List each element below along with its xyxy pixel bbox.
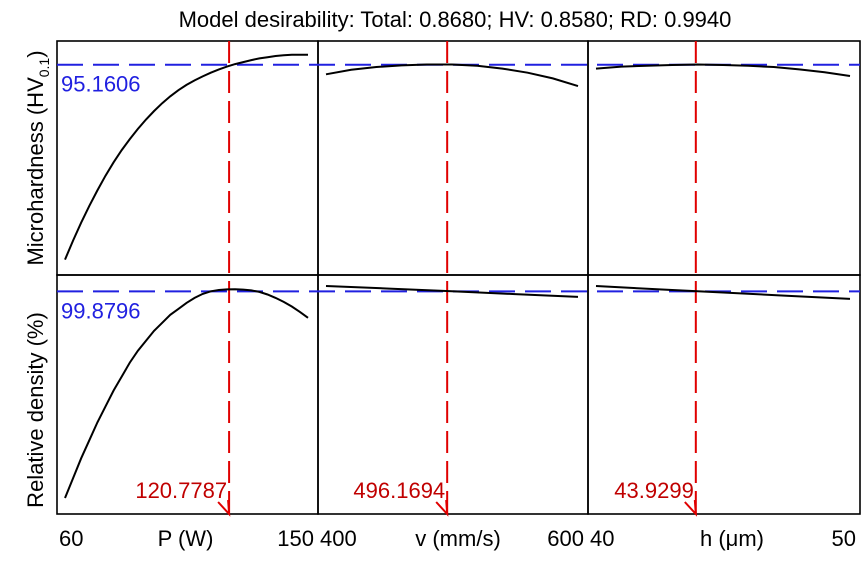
chart-title: Model desirability: Total: 0.8680; HV: 0…	[179, 7, 732, 32]
y-label-microhardness-main: Microhardness (HV	[23, 77, 48, 266]
optimum-response-lines	[57, 63, 860, 293]
x-tick-label-min-3: 40	[590, 526, 614, 551]
y-label-relative-density: Relative density (%)	[23, 312, 48, 508]
x-tick-label-max-3: 50	[832, 526, 856, 551]
x-tick-label-max-1: 150	[277, 526, 314, 551]
value-labels: 95.1606 99.8796 120.7787 496.1694 43.9299	[61, 72, 694, 503]
optimum-response-label-1: 95.1606	[61, 72, 141, 97]
y-label-microhardness: Microhardness (HV0.1)	[23, 50, 52, 265]
response-curve-2-1	[64, 288, 309, 499]
panel-grid	[56, 40, 861, 515]
panel-frame-2-3	[587, 274, 861, 515]
x-tick-label-min-1: 60	[59, 526, 83, 551]
panel-frame-1-3	[587, 40, 861, 276]
response-curve-1-1	[64, 53, 308, 260]
optimum-factor-arrow-2	[435, 499, 449, 517]
optimum-factor-label-2: 496.1694	[353, 478, 445, 503]
response-curve-1-3	[595, 63, 851, 77]
response-curve-2-3	[595, 285, 851, 300]
x-axis-factor-name-1: P (W)	[158, 526, 214, 551]
response-curve-2-2	[325, 285, 579, 298]
response-curves	[64, 53, 851, 499]
y-label-microhardness-sub: 0.1	[36, 58, 52, 78]
optimum-factor-lines	[217, 41, 698, 517]
x-tick-label-min-2: 400	[320, 526, 357, 551]
panel-frame-1-2	[317, 40, 589, 276]
x-tick-label-max-2: 600	[547, 526, 584, 551]
optimum-factor-label-1: 120.7787	[135, 478, 227, 503]
y-label-microhardness-suffix: )	[23, 50, 48, 57]
x-axis-labels: 60 150 P (W) 400 600 v (mm/s) 40 50 h (μm)	[59, 526, 856, 551]
optimum-factor-label-3: 43.9299	[614, 478, 694, 503]
optimum-response-label-2: 99.8796	[61, 298, 141, 323]
x-axis-factor-name-3: h (μm)	[700, 526, 764, 551]
optimum-factor-arrow-1	[217, 499, 231, 517]
optimum-factor-arrow-3	[684, 499, 698, 517]
response-curve-1-2	[325, 63, 579, 88]
x-axis-factor-name-2: v (mm/s)	[415, 526, 501, 551]
